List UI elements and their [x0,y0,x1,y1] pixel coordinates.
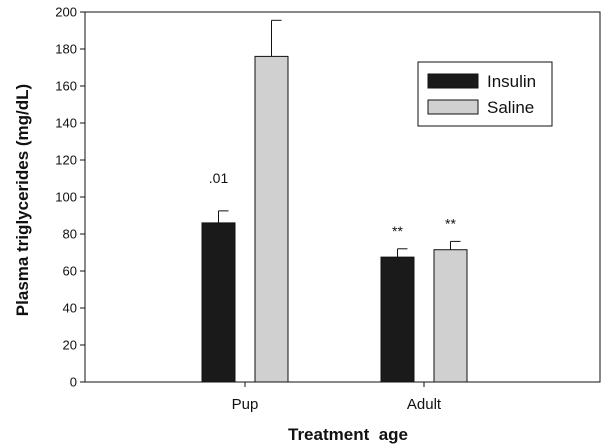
legend-swatch-saline [427,99,479,115]
significance-label: .01 [209,170,229,186]
bars [201,55,468,383]
bar-saline-pup [254,55,289,383]
legend-box [417,61,553,127]
y-tick-label: 40 [63,301,77,316]
y-tick-label: 140 [55,116,77,131]
bar-saline-adult [433,249,468,383]
x-axis-title: Treatment age [288,425,408,444]
y-tick-label: 180 [55,42,77,57]
legend-swatch-insulin [427,73,479,89]
annotations: .01 ** ** [209,170,457,239]
x-axis: Pup Adult [232,382,442,413]
bar-insulin-adult [380,256,415,383]
y-tick-label: 80 [63,227,77,242]
y-axis-title: Plasma triglycerides (mg/dL) [13,84,32,316]
x-tick-label: Adult [407,396,442,413]
y-tick-label: 120 [55,153,77,168]
y-tick-label: 0 [70,375,77,390]
legend-label-insulin: Insulin [487,72,536,91]
significance-label: ** [445,215,456,231]
y-tick-label: 100 [55,190,77,205]
legend-label-saline: Saline [487,98,534,117]
y-tick-label: 160 [55,79,77,94]
bar-insulin-pup [201,222,236,383]
x-tick-label: Pup [232,396,259,413]
y-tick-label: 200 [55,5,77,20]
significance-label: ** [392,223,403,239]
y-tick-label: 20 [63,338,77,353]
y-axis: 0 20 40 60 80 100 120 140 160 180 200 [55,5,85,390]
y-tick-label: 60 [63,264,77,279]
error-bars [218,19,461,258]
legend: Insulin Saline [417,61,553,127]
